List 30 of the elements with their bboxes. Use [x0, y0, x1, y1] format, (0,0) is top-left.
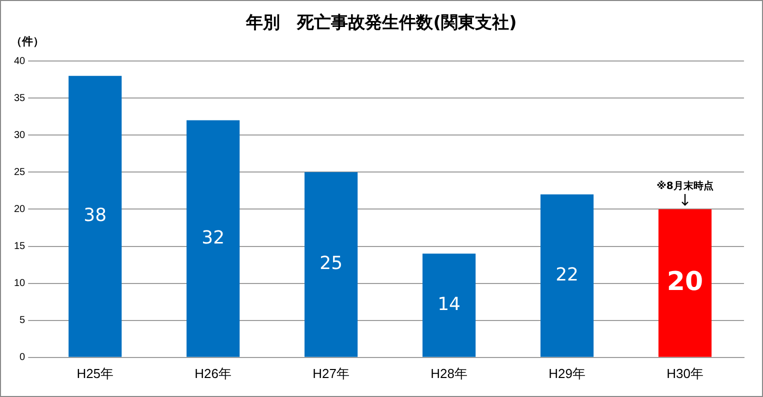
x-tick-label: H28年	[430, 366, 468, 381]
x-tick-label: H25年	[76, 366, 114, 381]
y-tick-label: 0	[20, 352, 26, 364]
chart-title: 年別 死亡事故発生件数(関東支社)	[244, 12, 518, 34]
y-tick-label: 35	[14, 92, 26, 104]
data-label: 25	[320, 253, 343, 274]
y-tick-label: 15	[14, 241, 26, 252]
x-tick-label: H27年	[312, 366, 350, 381]
y-tick-label: 30	[14, 130, 26, 141]
data-label: 32	[202, 227, 225, 248]
y-tick-label: 40	[14, 56, 26, 67]
bar	[68, 76, 122, 357]
bar	[658, 209, 712, 357]
bar	[304, 172, 358, 357]
y-tick-label: 10	[14, 278, 26, 290]
data-label: 22	[556, 264, 578, 286]
y-axis-title: （件）	[11, 34, 44, 49]
bar	[540, 194, 594, 357]
data-label: 14	[438, 294, 461, 315]
x-tick-label: H26年	[194, 366, 232, 381]
data-label: 38	[84, 205, 107, 226]
annotation: ※8月末時点	[656, 180, 714, 194]
data-label: 20	[666, 266, 704, 297]
y-tick-label: 5	[20, 315, 26, 326]
x-tick-label: H30年	[666, 366, 704, 381]
bar	[422, 254, 476, 357]
y-tick-label: 20	[14, 204, 26, 215]
x-tick-label: H29年	[548, 366, 586, 381]
bar	[186, 120, 240, 357]
y-tick-label: 25	[14, 166, 26, 178]
